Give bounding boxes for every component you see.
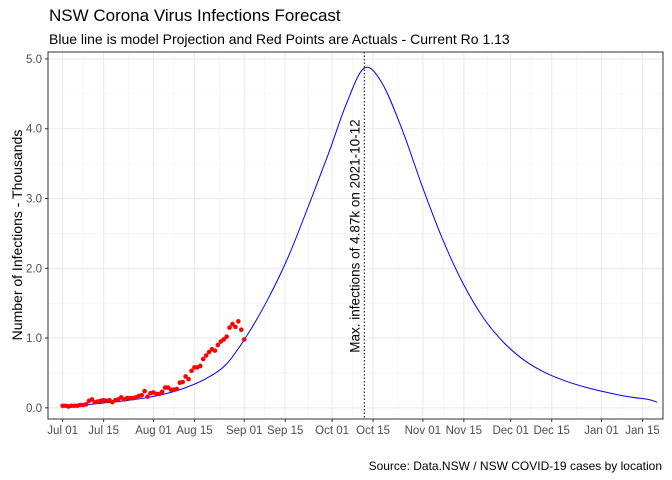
x-tick-label: Jul 01 — [47, 425, 78, 437]
actual-data-point — [180, 379, 186, 385]
actual-data-point — [212, 348, 218, 353]
y-tick-label: 4.0 — [26, 124, 42, 136]
actual-data-point — [189, 368, 194, 374]
x-tick-label: Jan 01 — [584, 425, 619, 437]
annotation-layer: Max. infections of 4.87k on 2021-10-12 — [347, 52, 365, 419]
actual-data-point — [200, 356, 206, 362]
y-tick-label: 1.0 — [26, 333, 42, 345]
x-tick-label: Jul 15 — [88, 425, 119, 437]
projection-line — [62, 66, 658, 407]
max-infections-label: Max. infections of 4.87k on 2021-10-12 — [347, 119, 362, 352]
actual-data-point — [183, 374, 188, 379]
x-tick-label: Aug 01 — [135, 425, 171, 437]
actual-data-point — [83, 402, 89, 407]
actual-data-point — [238, 327, 244, 332]
y-axis-title: Number of Infections - Thousands — [9, 130, 25, 341]
actual-data-point — [159, 389, 165, 395]
actual-data-point — [89, 397, 95, 402]
actual-data-point — [215, 342, 221, 348]
actual-data-point — [139, 392, 145, 398]
x-tick-label: Sep 01 — [226, 425, 262, 437]
x-tick-label: Sep 15 — [267, 425, 303, 437]
actual-data-point — [145, 394, 150, 399]
actual-data-point — [186, 376, 191, 382]
actual-data-point — [224, 334, 229, 339]
x-tick-label: Dec 01 — [492, 425, 528, 437]
plot-panel-border — [47, 51, 664, 420]
series-layer — [60, 66, 658, 409]
x-tick-label: Oct 01 — [315, 425, 349, 437]
x-tick-label: Nov 15 — [446, 425, 482, 437]
actual-data-point — [241, 337, 247, 342]
actual-data-point — [227, 325, 232, 330]
actual-data-point — [233, 324, 238, 330]
x-tick-label: Aug 15 — [176, 425, 212, 437]
actual-data-point — [230, 321, 235, 327]
chart-subtitle: Blue line is model Projection and Red Po… — [49, 31, 510, 47]
x-tick-label: Oct 15 — [356, 425, 390, 437]
actual-data-point — [203, 353, 209, 358]
y-tick-label: 2.0 — [26, 263, 42, 275]
actual-data-point — [221, 337, 227, 342]
chart-caption: Source: Data.NSW / NSW COVID-19 cases by… — [368, 459, 662, 473]
y-tick-label: 5.0 — [26, 54, 42, 66]
chart-title: NSW Corona Virus Infections Forecast — [49, 6, 341, 25]
x-tick-label: Jan 15 — [625, 425, 660, 437]
axes-layer: 0.0 1.0 2.0 3.0 4.0 5.0 Jul 01 Jul 15 Aug 01 Aug … — [26, 54, 660, 437]
x-tick-label: Dec 15 — [533, 425, 569, 437]
actual-data-point — [206, 349, 212, 355]
y-tick-label: 3.0 — [26, 194, 42, 206]
actual-data-point — [142, 388, 147, 394]
y-tick-label: 0.0 — [26, 403, 42, 415]
grid-lines — [48, 52, 663, 419]
actual-data-point — [236, 319, 241, 324]
actual-data-point — [197, 363, 203, 369]
x-tick-label: Nov 01 — [405, 425, 441, 437]
actual-data-point — [174, 386, 180, 392]
